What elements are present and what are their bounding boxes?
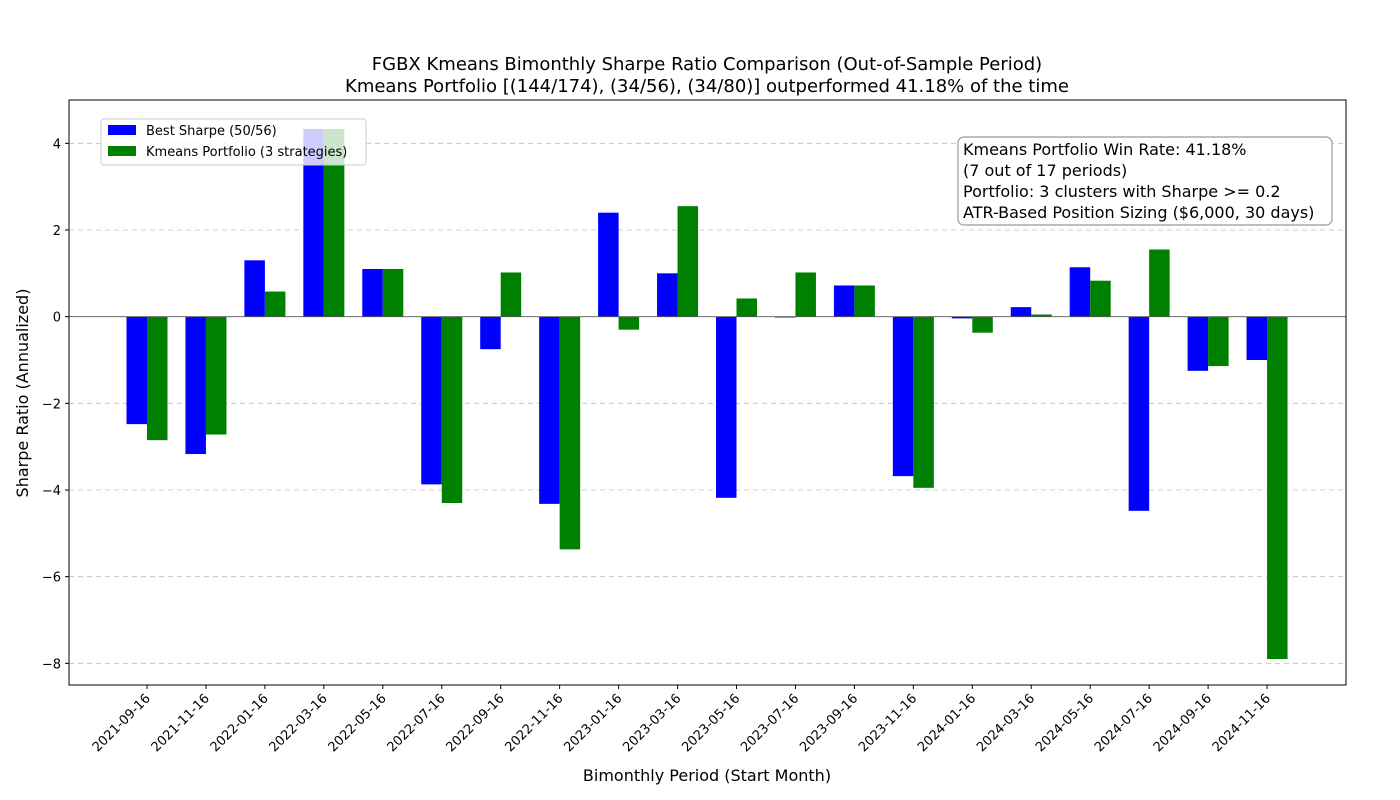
bar-kmeans-portfolio — [618, 316, 640, 330]
bar-best-sharpe — [244, 260, 265, 317]
bar-kmeans-portfolio — [736, 298, 757, 317]
bar-kmeans-portfolio — [264, 291, 286, 317]
x-tick-label: 2022-03-16 — [267, 691, 331, 755]
bar-kmeans-portfolio — [147, 316, 168, 441]
x-tick-label: 2024-07-16 — [1092, 691, 1156, 755]
y-tick-label: −2 — [42, 397, 61, 412]
bar-kmeans-portfolio — [500, 272, 522, 317]
bar-best-sharpe — [716, 316, 737, 498]
x-tick-label: 2022-09-16 — [443, 691, 507, 755]
bar-kmeans-portfolio — [972, 316, 993, 333]
legend-label-best-sharpe: Best Sharpe (50/56) — [146, 124, 277, 139]
bar-kmeans-portfolio — [559, 316, 581, 550]
x-tick-label: 2021-11-16 — [149, 691, 213, 755]
legend: Best Sharpe (50/56) Kmeans Portfolio (3 … — [100, 118, 367, 166]
bar-best-sharpe — [1128, 316, 1150, 511]
bar-best-sharpe — [185, 316, 206, 455]
bar-kmeans-portfolio — [677, 206, 699, 317]
bar-best-sharpe — [126, 316, 147, 425]
x-tick-label: 2023-07-16 — [738, 691, 802, 755]
annotation-box — [957, 136, 1333, 226]
bar-kmeans-portfolio — [1267, 316, 1288, 659]
legend-swatch-best-sharpe — [108, 125, 136, 135]
bar-kmeans-portfolio — [323, 129, 345, 317]
x-tick-label: 2024-09-16 — [1151, 691, 1215, 755]
x-tick-label: 2024-03-16 — [974, 691, 1038, 755]
win-rate-annotation: Kmeans Portfolio Win Rate: 41.18% (7 out… — [957, 136, 1333, 226]
x-tick-label: 2022-07-16 — [385, 691, 449, 755]
annotation-line-position-sizing: ATR-Based Position Sizing ($6,000, 30 da… — [963, 203, 1314, 222]
x-tick-label: 2024-05-16 — [1033, 691, 1097, 755]
y-tick-label: 4 — [53, 137, 61, 152]
bar-best-sharpe — [1010, 307, 1032, 317]
x-tick-label: 2024-01-16 — [915, 691, 979, 755]
bar-best-sharpe — [362, 269, 383, 317]
y-tick-label: −4 — [42, 484, 61, 499]
bar-best-sharpe — [657, 273, 678, 317]
bar-best-sharpe — [892, 316, 914, 477]
x-tick-label: 2022-11-16 — [502, 691, 566, 755]
bar-kmeans-portfolio — [1208, 316, 1229, 367]
bar-best-sharpe — [421, 316, 442, 485]
x-tick-label: 2022-05-16 — [326, 691, 390, 755]
bar-kmeans-portfolio — [1090, 280, 1111, 317]
legend-swatch-kmeans-portfolio — [108, 146, 136, 156]
bars — [126, 129, 1288, 659]
bar-best-sharpe — [539, 316, 560, 504]
x-axis-ticks: 2021-09-162021-11-162022-01-162022-03-16… — [90, 685, 1274, 755]
bar-best-sharpe — [1069, 267, 1091, 317]
y-tick-label: −8 — [42, 657, 61, 672]
plot-frame — [68, 99, 1347, 686]
y-tick-label: 2 — [53, 224, 61, 239]
bar-kmeans-portfolio — [854, 285, 875, 317]
legend-box — [100, 118, 367, 166]
bar-kmeans-portfolio — [913, 316, 934, 488]
bar-best-sharpe — [598, 212, 619, 317]
x-tick-label: 2023-09-16 — [797, 691, 861, 755]
bar-best-sharpe — [1187, 316, 1209, 371]
x-axis-label: Bimonthly Period (Start Month) — [583, 766, 831, 785]
y-tick-label: 0 — [53, 311, 61, 326]
y-axis-label: Sharpe Ratio (Annualized) — [13, 289, 32, 498]
bar-kmeans-portfolio — [382, 269, 404, 317]
bar-kmeans-portfolio — [1149, 249, 1170, 317]
bar-kmeans-portfolio — [441, 316, 463, 503]
x-tick-label: 2024-11-16 — [1210, 691, 1274, 755]
chart-title-line-1: FGBX Kmeans Bimonthly Sharpe Ratio Compa… — [372, 54, 1042, 75]
x-tick-label: 2022-01-16 — [208, 691, 272, 755]
legend-label-kmeans-portfolio: Kmeans Portfolio (3 strategies) — [146, 145, 347, 160]
chart-title-line-2: Kmeans Portfolio [(144/174), (34/56), (3… — [345, 76, 1069, 97]
bar-kmeans-portfolio — [795, 272, 816, 317]
y-tick-label: −6 — [42, 571, 61, 586]
bar-kmeans-portfolio — [205, 316, 227, 435]
x-tick-label: 2023-01-16 — [561, 691, 625, 755]
x-tick-label: 2023-11-16 — [856, 691, 920, 755]
bar-best-sharpe — [951, 316, 973, 319]
bar-best-sharpe — [833, 285, 855, 317]
bar-best-sharpe — [1246, 316, 1268, 360]
annotation-line-portfolio: Portfolio: 3 clusters with Sharpe >= 0.2 — [963, 182, 1281, 201]
x-tick-label: 2023-03-16 — [620, 691, 684, 755]
x-tick-label: 2023-05-16 — [679, 691, 743, 755]
bar-best-sharpe — [480, 316, 501, 350]
bar-best-sharpe — [303, 129, 324, 317]
bar-kmeans-portfolio — [1031, 314, 1052, 317]
annotation-line-win-rate: Kmeans Portfolio Win Rate: 41.18% — [963, 140, 1247, 159]
y-axis-ticks: 4 2 0 −2 −4 −6 −8 — [42, 137, 69, 672]
annotation-line-periods: (7 out of 17 periods) — [963, 161, 1127, 180]
x-tick-label: 2021-09-16 — [90, 691, 154, 755]
